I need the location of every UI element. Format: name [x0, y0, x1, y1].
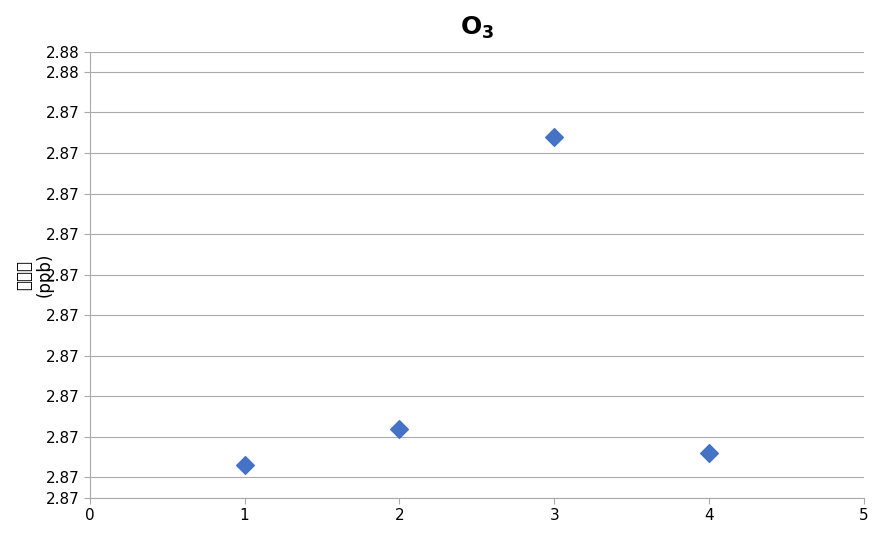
- Title: $\mathbf{O_3}$: $\mathbf{O_3}$: [460, 15, 494, 41]
- Point: [392, 424, 407, 433]
- Point: [547, 132, 561, 141]
- Point: [238, 461, 252, 470]
- Y-axis label: 불확도
(ppb): 불확도 (ppb): [15, 252, 54, 297]
- Point: [702, 449, 716, 457]
